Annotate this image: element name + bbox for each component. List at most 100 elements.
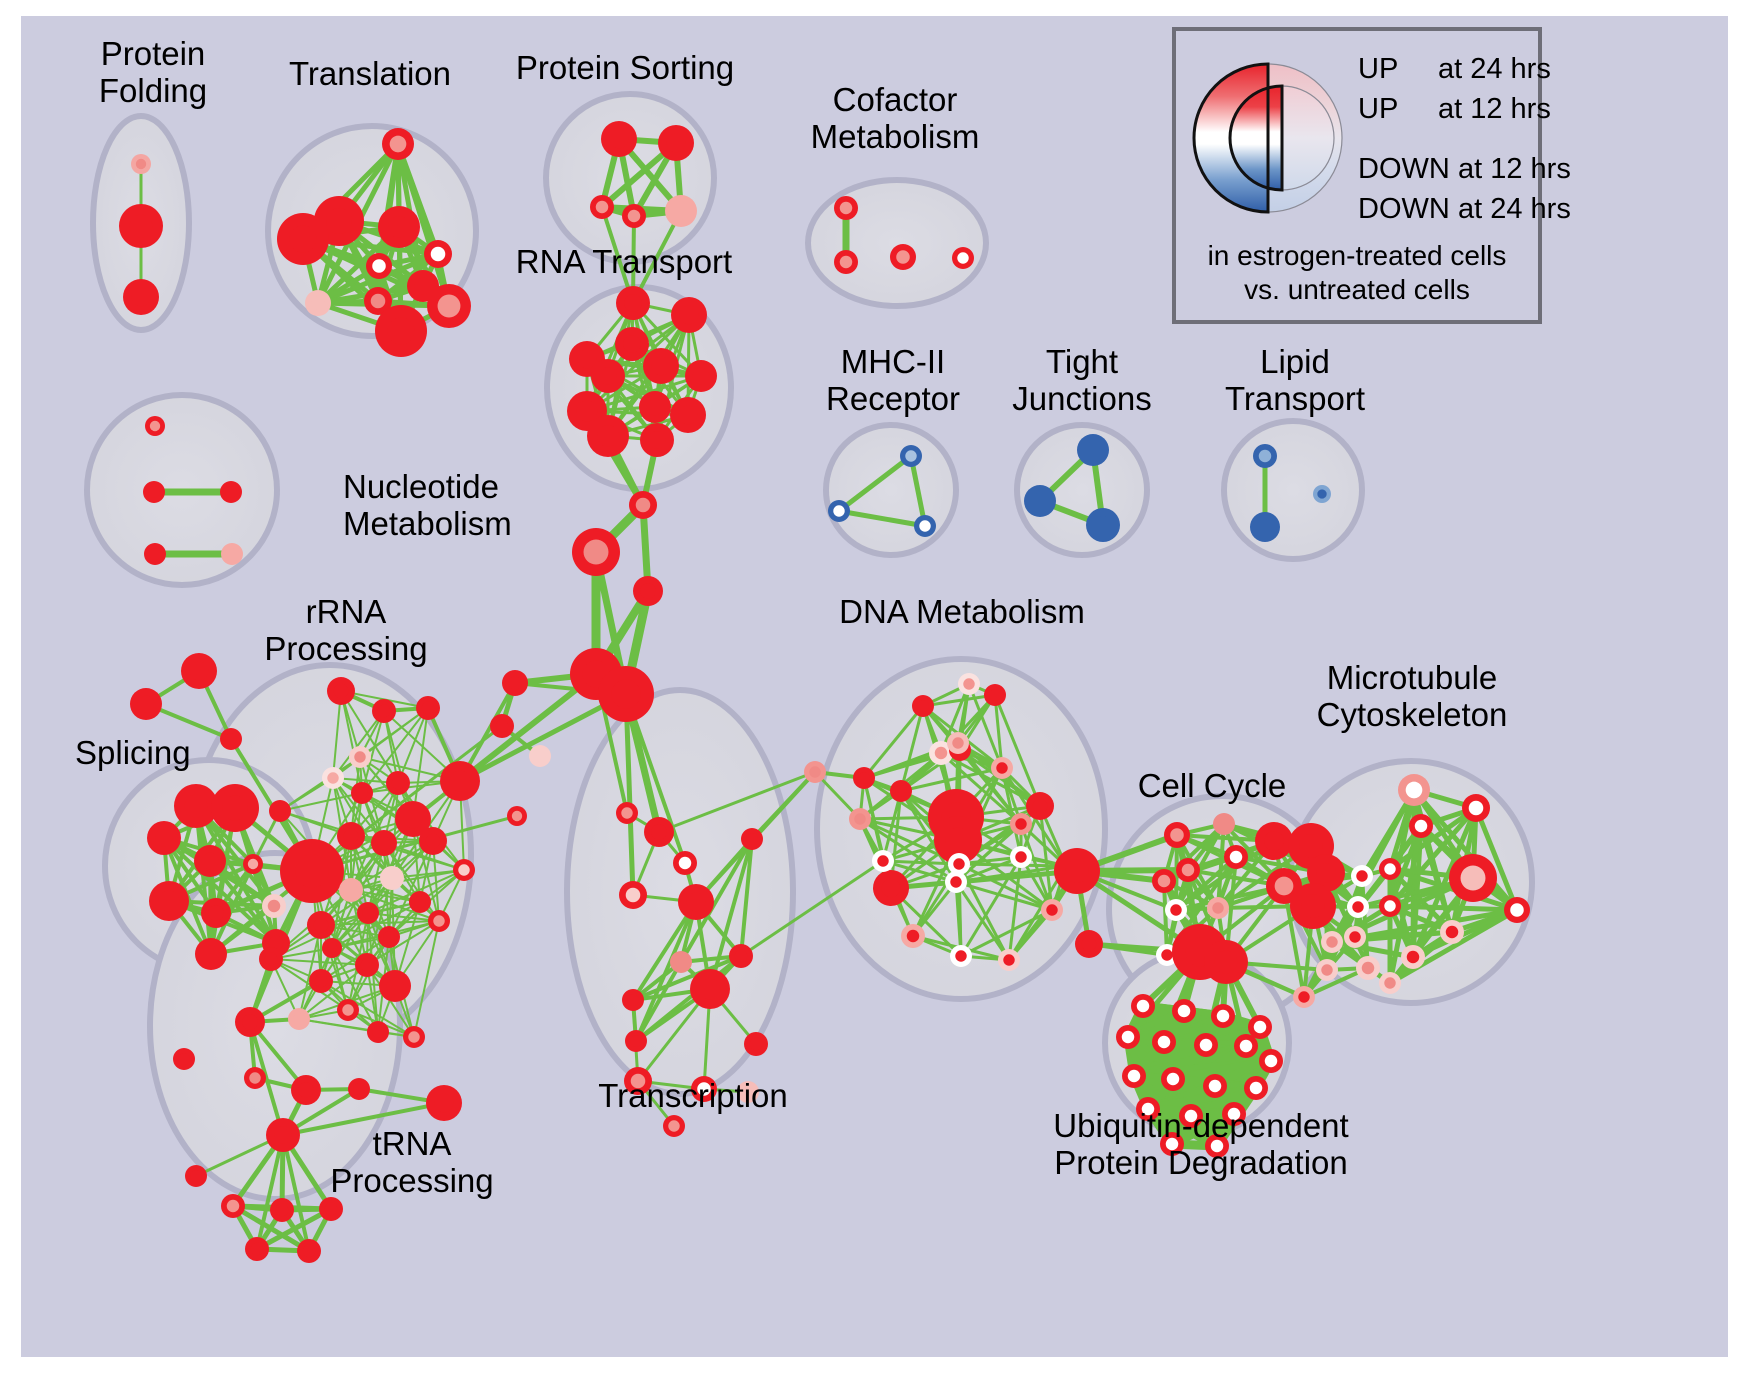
gene-node[interactable] — [428, 910, 450, 932]
gene-node[interactable] — [587, 415, 629, 457]
gene-node[interactable] — [644, 817, 674, 847]
gene-node[interactable] — [416, 696, 440, 720]
gene-node[interactable] — [834, 196, 858, 220]
gene-node[interactable] — [266, 1118, 300, 1152]
gene-node[interactable] — [221, 543, 243, 565]
gene-node[interactable] — [366, 253, 392, 279]
gene-node[interactable] — [123, 279, 159, 315]
gene-node[interactable] — [691, 1076, 717, 1102]
gene-node[interactable] — [220, 481, 242, 503]
gene-node[interactable] — [934, 816, 982, 864]
gene-node[interactable] — [529, 745, 551, 767]
gene-node[interactable] — [379, 970, 411, 1002]
gene-node[interactable] — [945, 871, 967, 893]
gene-node[interactable] — [671, 297, 707, 333]
gene-node[interactable] — [1211, 1004, 1235, 1028]
gene-node[interactable] — [1351, 865, 1373, 887]
gene-node[interactable] — [685, 360, 717, 392]
gene-node[interactable] — [490, 714, 514, 738]
gene-node[interactable] — [130, 688, 162, 720]
gene-node[interactable] — [1253, 444, 1277, 468]
gene-node[interactable] — [1203, 1074, 1227, 1098]
gene-node[interactable] — [357, 902, 379, 924]
gene-node[interactable] — [348, 1078, 370, 1100]
gene-node[interactable] — [1194, 1033, 1218, 1057]
gene-node[interactable] — [1075, 930, 1103, 958]
gene-node[interactable] — [1398, 774, 1430, 806]
gene-node[interactable] — [419, 827, 447, 855]
gene-node[interactable] — [1379, 972, 1401, 994]
gene-node[interactable] — [1344, 926, 1366, 948]
gene-node[interactable] — [221, 1194, 245, 1218]
gene-node[interactable] — [741, 828, 763, 850]
gene-node[interactable] — [1504, 897, 1530, 923]
gene-node[interactable] — [322, 767, 344, 789]
gene-node[interactable] — [601, 121, 637, 157]
gene-node[interactable] — [119, 204, 163, 248]
gene-node[interactable] — [998, 949, 1020, 971]
gene-node[interactable] — [269, 800, 291, 822]
gene-node[interactable] — [372, 699, 396, 723]
gene-node[interactable] — [665, 195, 697, 227]
gene-node[interactable] — [245, 1237, 269, 1261]
gene-node[interactable] — [185, 1165, 207, 1187]
gene-node[interactable] — [1321, 931, 1343, 953]
gene-node[interactable] — [1259, 1049, 1283, 1073]
gene-node[interactable] — [950, 945, 972, 967]
gene-node[interactable] — [502, 670, 528, 696]
gene-node[interactable] — [1250, 512, 1280, 542]
gene-node[interactable] — [619, 881, 647, 909]
gene-node[interactable] — [149, 881, 189, 921]
gene-node[interactable] — [947, 732, 969, 754]
gene-node[interactable] — [375, 305, 427, 357]
gene-node[interactable] — [1010, 813, 1032, 835]
gene-node[interactable] — [339, 878, 363, 902]
gene-node[interactable] — [270, 1198, 294, 1222]
gene-node[interactable] — [147, 821, 181, 855]
gene-node[interactable] — [426, 1085, 462, 1121]
gene-node[interactable] — [625, 1030, 647, 1052]
gene-node[interactable] — [259, 947, 283, 971]
gene-node[interactable] — [828, 500, 850, 522]
gene-node[interactable] — [643, 348, 679, 384]
gene-node[interactable] — [297, 1239, 321, 1263]
gene-node[interactable] — [364, 287, 392, 315]
gene-node[interactable] — [622, 989, 644, 1011]
gene-node[interactable] — [1207, 897, 1229, 919]
gene-node[interactable] — [309, 969, 333, 993]
gene-node[interactable] — [280, 839, 344, 903]
gene-node[interactable] — [427, 284, 471, 328]
gene-node[interactable] — [849, 808, 871, 830]
gene-node[interactable] — [1248, 1015, 1272, 1039]
gene-node[interactable] — [890, 244, 916, 270]
gene-node[interactable] — [1356, 956, 1380, 980]
gene-node[interactable] — [1024, 485, 1056, 517]
gene-node[interactable] — [1293, 986, 1315, 1008]
gene-node[interactable] — [262, 894, 286, 918]
gene-node[interactable] — [912, 695, 934, 717]
gene-node[interactable] — [900, 445, 922, 467]
gene-node[interactable] — [409, 891, 431, 913]
gene-node[interactable] — [1313, 485, 1331, 503]
gene-node[interactable] — [1161, 1067, 1185, 1091]
gene-node[interactable] — [288, 1008, 310, 1030]
gene-node[interactable] — [598, 666, 654, 722]
gene-node[interactable] — [744, 1032, 768, 1056]
gene-node[interactable] — [1041, 899, 1063, 921]
gene-node[interactable] — [853, 767, 875, 789]
gene-node[interactable] — [804, 761, 826, 783]
gene-node[interactable] — [143, 481, 165, 503]
gene-node[interactable] — [403, 1026, 425, 1048]
gene-node[interactable] — [378, 926, 400, 948]
gene-node[interactable] — [351, 782, 373, 804]
gene-node[interactable] — [291, 1075, 321, 1105]
gene-node[interactable] — [1316, 959, 1338, 981]
gene-node[interactable] — [322, 938, 342, 958]
gene-node[interactable] — [1152, 1030, 1176, 1054]
gene-node[interactable] — [355, 953, 379, 977]
gene-node[interactable] — [1165, 899, 1187, 921]
gene-node[interactable] — [984, 684, 1006, 706]
gene-node[interactable] — [1172, 999, 1196, 1023]
gene-node[interactable] — [194, 845, 226, 877]
gene-node[interactable] — [145, 416, 165, 436]
